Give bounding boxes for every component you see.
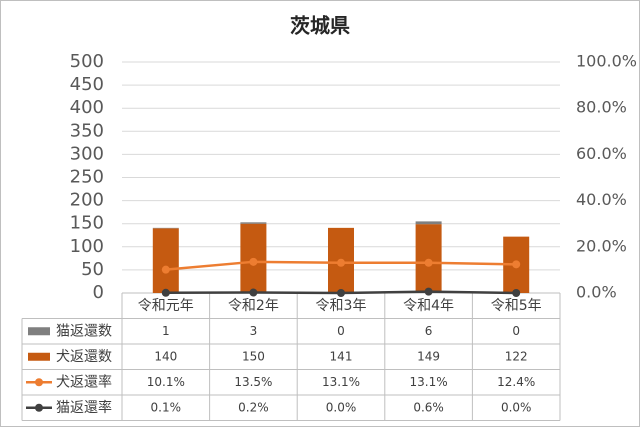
y2-tick-label: 60.0% bbox=[576, 144, 627, 163]
bar bbox=[415, 221, 442, 225]
y2-tick-label: 100.0% bbox=[576, 52, 637, 71]
y2-tick-label: 40.0% bbox=[576, 190, 627, 209]
chart-title: 茨城県 bbox=[290, 14, 350, 38]
y-tick-label: 100 bbox=[70, 236, 104, 257]
line-point bbox=[337, 289, 345, 297]
table-value: 0.6% bbox=[413, 400, 444, 414]
y-tick-label: 300 bbox=[70, 143, 104, 164]
x-tick-label: 令和4年 bbox=[403, 298, 454, 314]
bar bbox=[152, 228, 179, 293]
y2-tick-label: 80.0% bbox=[576, 98, 627, 117]
x-tick-label: 令和3年 bbox=[316, 298, 367, 314]
bar bbox=[240, 222, 267, 224]
line-point bbox=[337, 258, 345, 267]
table-value: 0.0% bbox=[501, 400, 532, 414]
table-value: 6 bbox=[425, 324, 433, 338]
y-tick-label: 500 bbox=[70, 51, 104, 72]
bar bbox=[415, 224, 442, 293]
legend-key bbox=[35, 403, 43, 412]
table-value: 10.1% bbox=[147, 375, 185, 389]
line-point bbox=[512, 289, 521, 297]
legend-label: 犬返還率 bbox=[56, 373, 112, 390]
table-value: 150 bbox=[242, 349, 265, 363]
table-value: 3 bbox=[250, 324, 258, 338]
y2-tick-label: 0.0% bbox=[576, 283, 617, 302]
table-value: 149 bbox=[417, 349, 440, 363]
table-value: 140 bbox=[154, 349, 177, 363]
legend-label: 猫返還率 bbox=[56, 399, 112, 416]
table-value: 13.1% bbox=[322, 375, 360, 389]
y-tick-label: 250 bbox=[70, 167, 104, 188]
line-point bbox=[161, 288, 170, 297]
legend-key bbox=[35, 378, 43, 387]
table-value: 0 bbox=[337, 324, 345, 338]
table-value: 141 bbox=[330, 349, 353, 363]
y-tick-label: 150 bbox=[70, 213, 104, 234]
table-value: 13.5% bbox=[234, 375, 272, 389]
table-value: 12.4% bbox=[497, 375, 535, 389]
legend-label: 猫返還数 bbox=[56, 323, 112, 339]
line-point bbox=[424, 287, 433, 296]
table-value: 0 bbox=[512, 324, 520, 338]
y-tick-label: 200 bbox=[70, 190, 104, 211]
line-point bbox=[161, 265, 170, 274]
table-value: 0.0% bbox=[326, 400, 357, 414]
y-tick-label: 50 bbox=[81, 259, 104, 280]
legend-key bbox=[28, 352, 50, 361]
x-tick-label: 令和2年 bbox=[228, 298, 279, 314]
y-tick-label: 350 bbox=[70, 120, 104, 141]
line-point bbox=[512, 260, 521, 269]
x-tick-label: 令和5年 bbox=[491, 298, 542, 314]
table-value: 13.1% bbox=[410, 375, 448, 389]
y-tick-label: 0 bbox=[93, 282, 104, 303]
table-value: 0.2% bbox=[238, 400, 269, 414]
line-point bbox=[249, 257, 258, 266]
table-value: 1 bbox=[162, 324, 170, 338]
legend-label: 犬返還数 bbox=[56, 349, 112, 365]
line-point bbox=[249, 288, 258, 297]
table-value: 122 bbox=[505, 349, 528, 363]
y-tick-label: 450 bbox=[70, 74, 104, 95]
table-value: 0.1% bbox=[151, 400, 182, 414]
line-point bbox=[424, 258, 433, 267]
y-tick-label: 400 bbox=[70, 97, 104, 118]
y2-tick-label: 20.0% bbox=[576, 236, 627, 255]
x-tick-label: 令和元年 bbox=[138, 298, 194, 314]
legend-key bbox=[28, 327, 50, 336]
